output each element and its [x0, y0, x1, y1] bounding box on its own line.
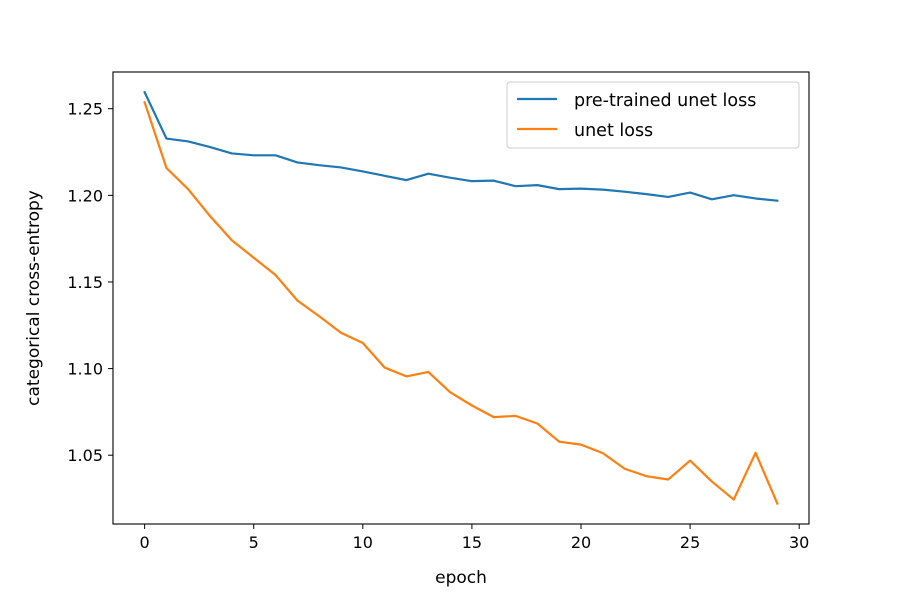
x-axis: 0 5 10 15 20 25 30 [140, 524, 809, 552]
legend[interactable]: pre-trained unet loss unet loss [506, 81, 800, 149]
x-tick-label: 30 [789, 533, 809, 552]
x-tick-label: 0 [140, 533, 150, 552]
legend-label-1: unet loss [574, 121, 653, 141]
x-tick-label: 15 [462, 533, 482, 552]
y-tick-label: 1.10 [67, 360, 103, 379]
x-tick-label: 5 [249, 533, 259, 552]
legend-box [506, 81, 800, 149]
y-axis-label: categorical cross-entropy [24, 190, 44, 406]
series-line-1 [143, 100, 779, 506]
x-tick-label: 25 [680, 533, 700, 552]
plot-frame [112, 71, 810, 525]
series-line-0 [143, 90, 779, 202]
x-axis-label: epoch [435, 568, 487, 588]
legend-label-0: pre-trained unet loss [574, 91, 756, 111]
y-tick-label: 1.05 [67, 446, 103, 465]
y-tick-label: 1.15 [67, 273, 103, 292]
y-tick-label: 1.20 [67, 186, 103, 205]
x-tick-label: 10 [353, 533, 373, 552]
y-axis: 1.05 1.10 1.15 1.20 1.25 [67, 100, 113, 465]
x-tick-label: 20 [571, 533, 591, 552]
y-tick-label: 1.25 [67, 100, 103, 119]
series-layer [143, 90, 779, 506]
